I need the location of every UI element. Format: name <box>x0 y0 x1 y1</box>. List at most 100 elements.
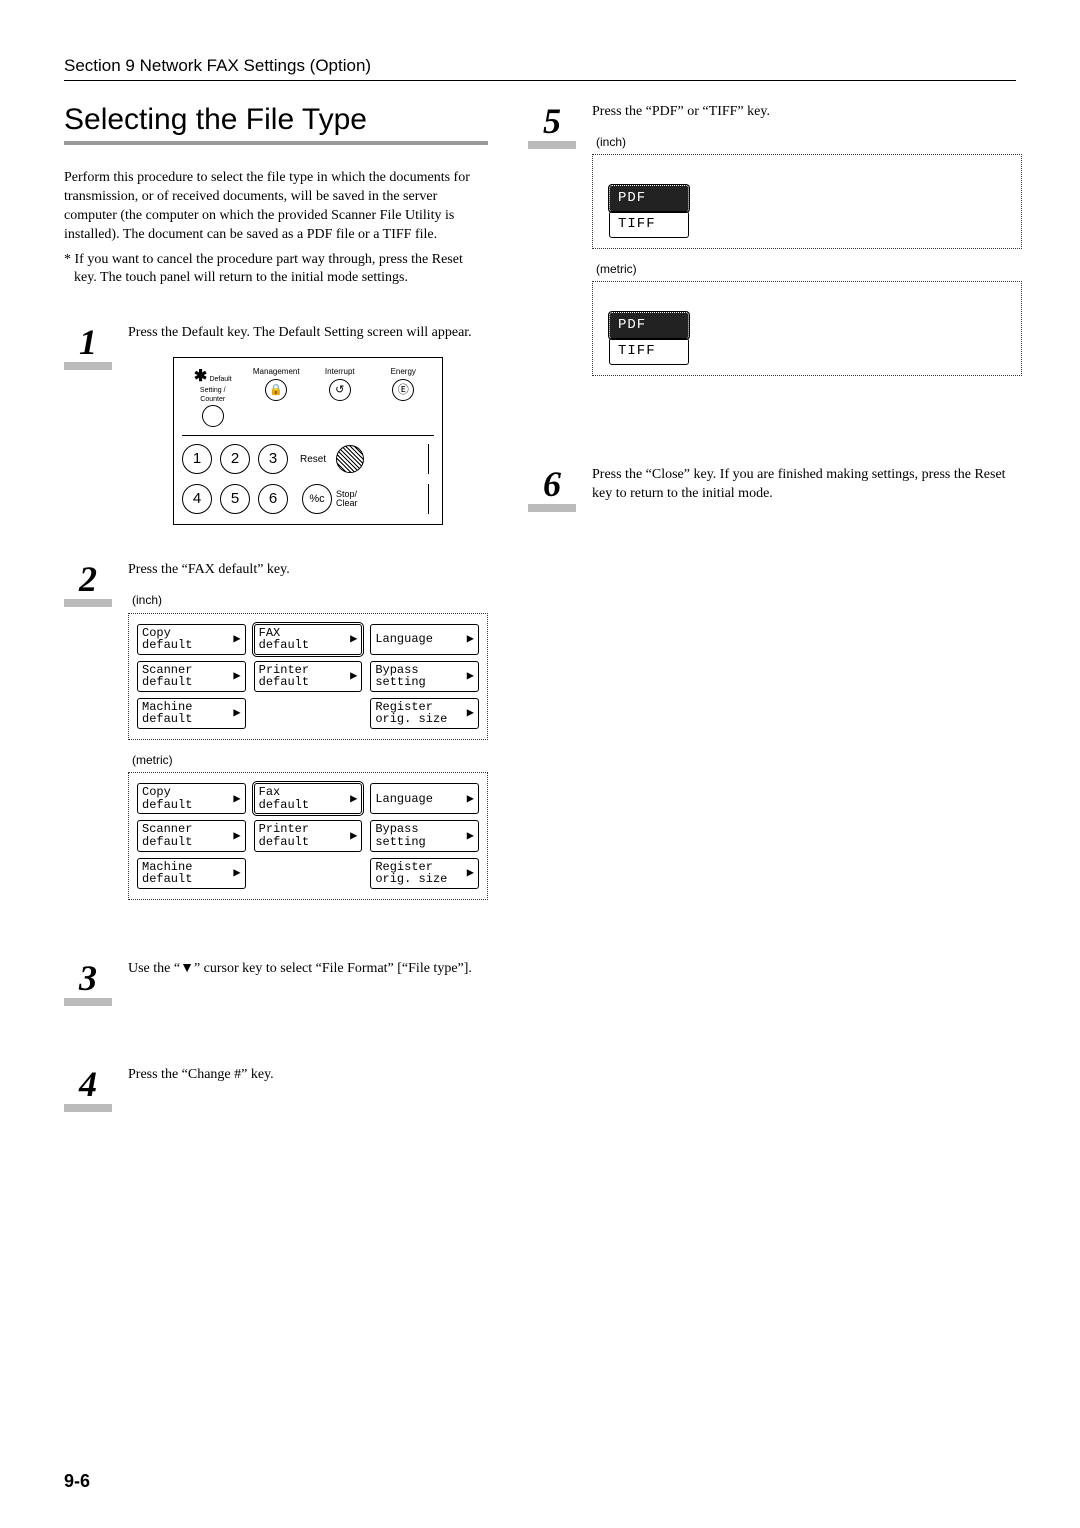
chevron-right-icon: ▶ <box>350 633 357 646</box>
step-text: Press the “PDF” or “TIFF” key. <box>592 103 1022 122</box>
chevron-right-icon: ▶ <box>350 670 357 683</box>
step-number: 6 <box>528 466 576 502</box>
panel-button-label: Fax default <box>259 786 309 811</box>
chevron-right-icon: ▶ <box>350 830 357 843</box>
chevron-right-icon: ▶ <box>467 670 474 683</box>
panel-button[interactable]: Language ▶ <box>370 783 479 814</box>
keypad-top-label: Interrupt <box>325 367 355 376</box>
keypad-default-setting: ✱ Default Setting / Counter <box>182 368 244 427</box>
chevron-right-icon: ▶ <box>233 793 240 806</box>
panel-button-label: Register orig. size <box>375 861 447 886</box>
panel-button-label: Copy default <box>142 627 192 652</box>
keypad-management: Management 🔒 <box>246 368 308 401</box>
step-underline <box>528 504 576 512</box>
unit-label-inch: (inch) <box>596 134 1022 150</box>
energy-icon: Ⓔ <box>398 384 409 396</box>
interrupt-icon: ↺ <box>335 384 344 396</box>
keypad-energy: Energy Ⓔ <box>373 368 435 401</box>
unit-label-metric: (metric) <box>132 752 488 768</box>
panel-button-label: Machine default <box>142 701 192 726</box>
section-header: Section 9 Network FAX Settings (Option) <box>64 56 1016 81</box>
chevron-right-icon: ▶ <box>233 867 240 880</box>
page-title: Selecting the File Type <box>64 103 488 137</box>
panel-button-label: Scanner default <box>142 823 192 848</box>
step-number: 5 <box>528 103 576 139</box>
panel-button[interactable]: FAX default ▶ <box>254 624 363 655</box>
panel-button[interactable]: Copy default▶ <box>137 624 246 655</box>
right-column: 5 Press the “PDF” or “TIFF” key. (inch) … <box>528 103 1022 1112</box>
step-number: 3 <box>64 960 112 996</box>
panel-button[interactable]: Machine default▶ <box>137 858 246 889</box>
keypad-figure: ✱ Default Setting / Counter Management 🔒… <box>173 357 443 525</box>
panel-button[interactable]: Printer default ▶ <box>254 820 363 851</box>
step-underline <box>64 599 112 607</box>
panel-button[interactable]: Scanner default ▶ <box>137 820 246 851</box>
panel-button[interactable]: Register orig. size▶ <box>370 858 479 889</box>
asterisk-icon: ✱ <box>194 368 207 385</box>
step-4: 4 Press the “Change #” key. <box>64 1066 488 1112</box>
pdf-option[interactable]: PDF <box>609 185 689 212</box>
stop-clear-key[interactable]: %c <box>302 484 332 514</box>
unit-label-inch: (inch) <box>132 592 488 608</box>
panel-button-label: Printer default <box>259 823 309 848</box>
tiff-option[interactable]: TIFF <box>609 338 689 365</box>
keypad-interrupt: Interrupt ↺ <box>309 368 371 401</box>
chevron-right-icon: ▶ <box>233 707 240 720</box>
interrupt-key[interactable]: ↺ <box>329 379 351 401</box>
num-key-4[interactable]: 4 <box>182 484 212 514</box>
panel-button-label: Language <box>375 793 433 806</box>
default-key[interactable] <box>202 405 224 427</box>
step-text: Press the “Close” key. If you are finish… <box>592 466 1022 504</box>
step-text: Press the “FAX default” key. <box>128 561 488 580</box>
num-key-6[interactable]: 6 <box>258 484 288 514</box>
chevron-right-icon: ▶ <box>467 707 474 720</box>
note-text: * If you want to cancel the procedure pa… <box>64 251 488 289</box>
step-text: Press the Default key. The Default Setti… <box>128 324 488 343</box>
step-2: 2 Press the “FAX default” key. (inch) Co… <box>64 561 488 899</box>
panel-button-label: Copy default <box>142 786 192 811</box>
panel-button-label: Printer default <box>259 664 309 689</box>
panel-button[interactable]: Register orig. size ▶ <box>370 698 479 729</box>
left-column: Selecting the File Type Perform this pro… <box>64 103 488 1112</box>
num-key-3[interactable]: 3 <box>258 444 288 474</box>
unit-label-metric: (metric) <box>596 261 1022 277</box>
panel-button-label: FAX default <box>259 627 309 652</box>
lock-icon: 🔒 <box>269 384 283 396</box>
step-underline <box>64 1104 112 1112</box>
energy-key[interactable]: Ⓔ <box>392 379 414 401</box>
step-number: 2 <box>64 561 112 597</box>
num-key-2[interactable]: 2 <box>220 444 250 474</box>
num-key-1[interactable]: 1 <box>182 444 212 474</box>
management-key[interactable]: 🔒 <box>265 379 287 401</box>
chevron-right-icon: ▶ <box>233 830 240 843</box>
num-key-5[interactable]: 5 <box>220 484 250 514</box>
reset-key[interactable] <box>336 445 364 473</box>
panel-button[interactable]: Copy default ▶ <box>137 783 246 814</box>
keypad-top-label: Management <box>253 367 300 376</box>
intro-text: Perform this procedure to select the fil… <box>64 169 488 245</box>
panel-button[interactable]: Fax default▶ <box>254 783 363 814</box>
panel-button[interactable]: Bypass setting ▶ <box>370 661 479 692</box>
stop-label: Stop/ Clear <box>336 490 358 508</box>
panel-button[interactable]: Bypass setting▶ <box>370 820 479 851</box>
panel-button[interactable]: Machine default ▶ <box>137 698 246 729</box>
step-5: 5 Press the “PDF” or “TIFF” key. (inch) … <box>528 103 1022 376</box>
step-text: Press the “Change #” key. <box>128 1066 488 1085</box>
chevron-right-icon: ▶ <box>467 830 474 843</box>
file-type-panel-metric: PDF TIFF <box>592 281 1022 376</box>
panel-button[interactable]: Printer default ▶ <box>254 661 363 692</box>
panel-button[interactable]: Language▶ <box>370 624 479 655</box>
tiff-option[interactable]: TIFF <box>609 211 689 238</box>
panel-button-label: Bypass setting <box>375 664 425 689</box>
panel-button-label: Register orig. size <box>375 701 447 726</box>
step-number: 4 <box>64 1066 112 1102</box>
reset-label: Reset <box>300 453 326 467</box>
step-underline <box>528 141 576 149</box>
step-6: 6 Press the “Close” key. If you are fini… <box>528 466 1022 512</box>
step-underline <box>64 998 112 1006</box>
title-underline <box>64 141 488 145</box>
panel-button[interactable]: Scanner default▶ <box>137 661 246 692</box>
pdf-option[interactable]: PDF <box>609 312 689 339</box>
step-3: 3 Use the “▼” cursor key to select “File… <box>64 960 488 1006</box>
chevron-right-icon: ▶ <box>467 793 474 806</box>
